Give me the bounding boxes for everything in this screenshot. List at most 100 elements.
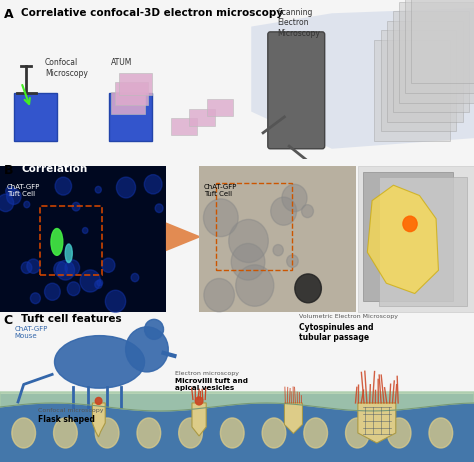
FancyBboxPatch shape — [199, 166, 356, 311]
FancyBboxPatch shape — [109, 93, 152, 141]
Circle shape — [204, 279, 235, 312]
Text: Correlative confocal-3D electron microscopy: Correlative confocal-3D electron microsc… — [21, 8, 283, 18]
FancyBboxPatch shape — [379, 177, 467, 306]
Text: ATUM: ATUM — [111, 58, 133, 67]
Circle shape — [24, 201, 30, 208]
FancyBboxPatch shape — [381, 30, 456, 131]
Ellipse shape — [429, 418, 453, 448]
Text: ChAT-GFP
Mouse: ChAT-GFP Mouse — [14, 326, 47, 339]
Circle shape — [301, 205, 313, 218]
Circle shape — [72, 202, 80, 211]
Circle shape — [95, 397, 102, 404]
Ellipse shape — [95, 418, 119, 448]
Circle shape — [131, 274, 139, 282]
FancyBboxPatch shape — [189, 109, 215, 126]
Circle shape — [6, 186, 15, 196]
Text: A: A — [4, 8, 13, 21]
Text: B: B — [4, 164, 13, 176]
Ellipse shape — [65, 244, 72, 262]
Circle shape — [144, 175, 162, 194]
Text: Volumetric Electron Microscopy: Volumetric Electron Microscopy — [299, 314, 398, 319]
Circle shape — [82, 227, 88, 233]
Ellipse shape — [220, 418, 244, 448]
Text: Confocal microscopy: Confocal microscopy — [38, 408, 103, 413]
Circle shape — [95, 280, 102, 288]
Circle shape — [203, 199, 238, 237]
Polygon shape — [251, 8, 474, 149]
Circle shape — [117, 177, 136, 198]
Text: Tuft cell features: Tuft cell features — [21, 314, 122, 324]
FancyBboxPatch shape — [268, 32, 325, 149]
Circle shape — [7, 189, 21, 205]
Text: Flask shaped: Flask shaped — [38, 415, 95, 425]
Circle shape — [231, 243, 265, 280]
Circle shape — [0, 194, 14, 212]
FancyBboxPatch shape — [358, 166, 474, 311]
Circle shape — [65, 260, 80, 276]
Polygon shape — [192, 403, 206, 436]
FancyBboxPatch shape — [387, 21, 463, 122]
Circle shape — [56, 261, 74, 280]
Circle shape — [80, 270, 100, 292]
FancyBboxPatch shape — [363, 172, 453, 301]
Circle shape — [102, 258, 115, 273]
FancyBboxPatch shape — [111, 92, 145, 114]
FancyBboxPatch shape — [0, 395, 474, 462]
Text: ChAT-GFP
Tuft Cell: ChAT-GFP Tuft Cell — [7, 184, 40, 197]
Circle shape — [54, 261, 67, 276]
Circle shape — [21, 262, 32, 274]
Circle shape — [97, 280, 103, 286]
Polygon shape — [166, 222, 201, 251]
FancyBboxPatch shape — [207, 99, 233, 116]
Text: Cytospinules and
tubular passage: Cytospinules and tubular passage — [299, 323, 373, 342]
Circle shape — [236, 265, 274, 306]
Polygon shape — [284, 403, 302, 433]
FancyBboxPatch shape — [411, 0, 474, 84]
Circle shape — [55, 177, 72, 195]
Circle shape — [105, 290, 126, 312]
FancyBboxPatch shape — [119, 73, 152, 95]
Ellipse shape — [387, 418, 411, 448]
Text: C: C — [4, 314, 13, 328]
Ellipse shape — [12, 418, 36, 448]
Polygon shape — [358, 403, 396, 443]
Text: Scanning
Electron
Microscopy: Scanning Electron Microscopy — [277, 8, 320, 38]
Circle shape — [67, 282, 80, 296]
Polygon shape — [367, 185, 438, 293]
Circle shape — [282, 184, 307, 212]
Circle shape — [195, 397, 203, 405]
Circle shape — [27, 259, 40, 274]
Ellipse shape — [304, 418, 328, 448]
Circle shape — [271, 197, 297, 225]
Circle shape — [287, 255, 298, 267]
Circle shape — [95, 186, 101, 193]
Circle shape — [155, 204, 163, 213]
FancyBboxPatch shape — [399, 1, 474, 103]
Circle shape — [145, 319, 164, 340]
Circle shape — [273, 244, 283, 256]
Ellipse shape — [54, 418, 77, 448]
Text: Microvilli tuft and
apical vesicles: Microvilli tuft and apical vesicles — [175, 378, 248, 391]
Circle shape — [403, 216, 417, 231]
Text: ChAT-GFP
Tuft Cell: ChAT-GFP Tuft Cell — [204, 184, 237, 197]
Circle shape — [126, 327, 168, 372]
FancyBboxPatch shape — [0, 166, 166, 311]
Ellipse shape — [137, 418, 161, 448]
Polygon shape — [92, 403, 105, 437]
Text: Correlation: Correlation — [21, 164, 88, 174]
Circle shape — [45, 283, 60, 300]
Ellipse shape — [262, 418, 286, 448]
FancyBboxPatch shape — [393, 11, 469, 112]
Text: Confocal
Microscopy: Confocal Microscopy — [45, 58, 88, 78]
Circle shape — [30, 293, 40, 304]
Ellipse shape — [51, 229, 63, 255]
Ellipse shape — [179, 418, 202, 448]
Ellipse shape — [346, 418, 369, 448]
Circle shape — [229, 219, 268, 262]
FancyBboxPatch shape — [374, 40, 450, 141]
FancyBboxPatch shape — [115, 82, 148, 105]
FancyBboxPatch shape — [171, 118, 197, 135]
FancyBboxPatch shape — [14, 93, 57, 141]
Text: Electron microscopy: Electron microscopy — [175, 371, 239, 376]
FancyBboxPatch shape — [405, 0, 474, 93]
